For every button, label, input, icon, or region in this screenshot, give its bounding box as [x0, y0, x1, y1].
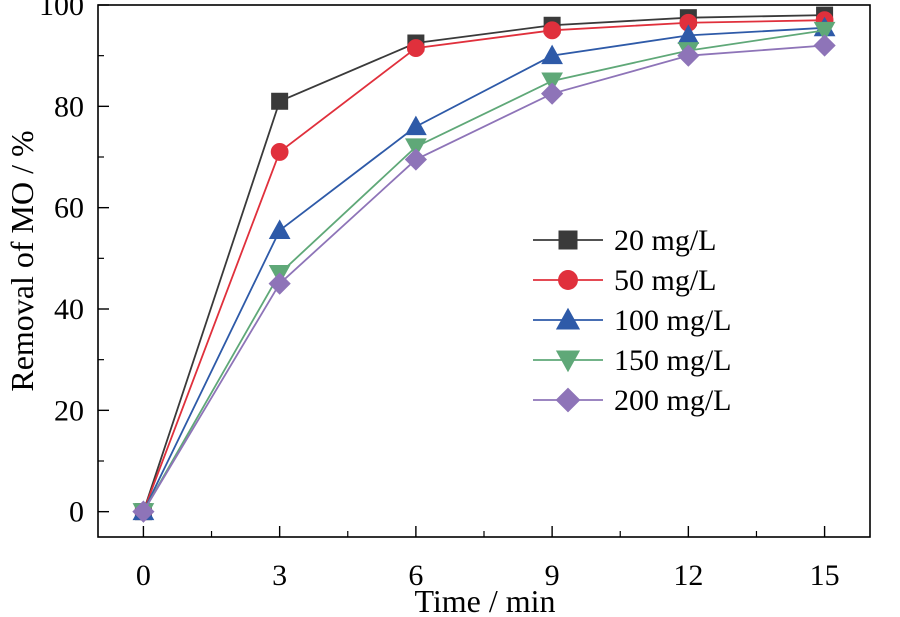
data-point	[543, 21, 562, 40]
data-point	[404, 148, 427, 171]
legend-item: 20 mg/L	[533, 224, 717, 257]
legend-label: 20 mg/L	[614, 224, 717, 257]
series-line	[142, 19, 825, 512]
data-point	[405, 115, 427, 136]
legend-item: 100 mg/L	[533, 304, 732, 337]
x-tick-label: 6	[408, 559, 423, 592]
y-tick-label: 80	[54, 90, 84, 123]
x-tick-label: 0	[136, 559, 151, 592]
data-point	[406, 39, 425, 57]
data-point	[405, 138, 427, 158]
data-point	[677, 44, 700, 67]
data-point	[813, 34, 836, 57]
legend-item: 150 mg/L	[533, 344, 732, 377]
series-50-mg-l	[134, 11, 834, 521]
legend-label: 50 mg/L	[614, 264, 717, 297]
series-layer	[132, 6, 836, 523]
y-axis: 0 20 40 60 80 100	[39, 0, 109, 529]
x-axis-title: Time / min	[414, 583, 555, 617]
y-tick-label: 100	[39, 0, 84, 22]
legend-label: 100 mg/L	[614, 304, 732, 337]
x-tick-label: 12	[673, 559, 703, 592]
legend-marker	[558, 270, 578, 290]
x-tick-label: 9	[545, 559, 560, 592]
y-tick-label: 20	[54, 394, 84, 427]
series-line	[142, 14, 825, 512]
x-tick-label: 3	[272, 559, 287, 592]
legend-marker	[555, 350, 581, 373]
legend-item: 200 mg/L	[533, 384, 732, 417]
legend-item: 50 mg/L	[533, 264, 717, 297]
legend-label: 200 mg/L	[614, 384, 732, 417]
legend-marker	[555, 387, 581, 413]
data-point	[268, 219, 291, 239]
legend-label: 150 mg/L	[614, 344, 732, 377]
series-20-mg-l	[134, 6, 834, 521]
data-point	[541, 44, 563, 65]
series-200-mg-l	[132, 34, 836, 523]
data-point	[541, 82, 564, 105]
series-100-mg-l	[132, 16, 836, 521]
series-line	[142, 26, 825, 513]
legend-marker	[558, 230, 578, 250]
plot-border	[97, 4, 871, 538]
x-axis: 0 3 6 9 12 15	[136, 526, 840, 592]
y-tick-label: 60	[54, 192, 84, 225]
series-line	[142, 44, 825, 513]
data-point	[270, 143, 289, 161]
data-point	[541, 72, 563, 93]
y-tick-label: 40	[54, 293, 84, 326]
y-tick-label: 0	[69, 496, 84, 529]
legend-marker	[555, 307, 581, 330]
series-line	[142, 29, 825, 513]
legend: 20 mg/L 50 mg/L 100 mg/L 150 mg/L 200 mg/L	[533, 224, 732, 417]
data-point	[268, 272, 291, 295]
data-point	[271, 92, 289, 110]
series-150-mg-l	[132, 21, 836, 523]
data-point	[132, 500, 155, 523]
plot-frame	[97, 4, 871, 538]
data-point	[813, 21, 836, 42]
x-tick-label: 15	[810, 559, 840, 592]
y-axis-title: Removal of MO / %	[4, 130, 40, 391]
